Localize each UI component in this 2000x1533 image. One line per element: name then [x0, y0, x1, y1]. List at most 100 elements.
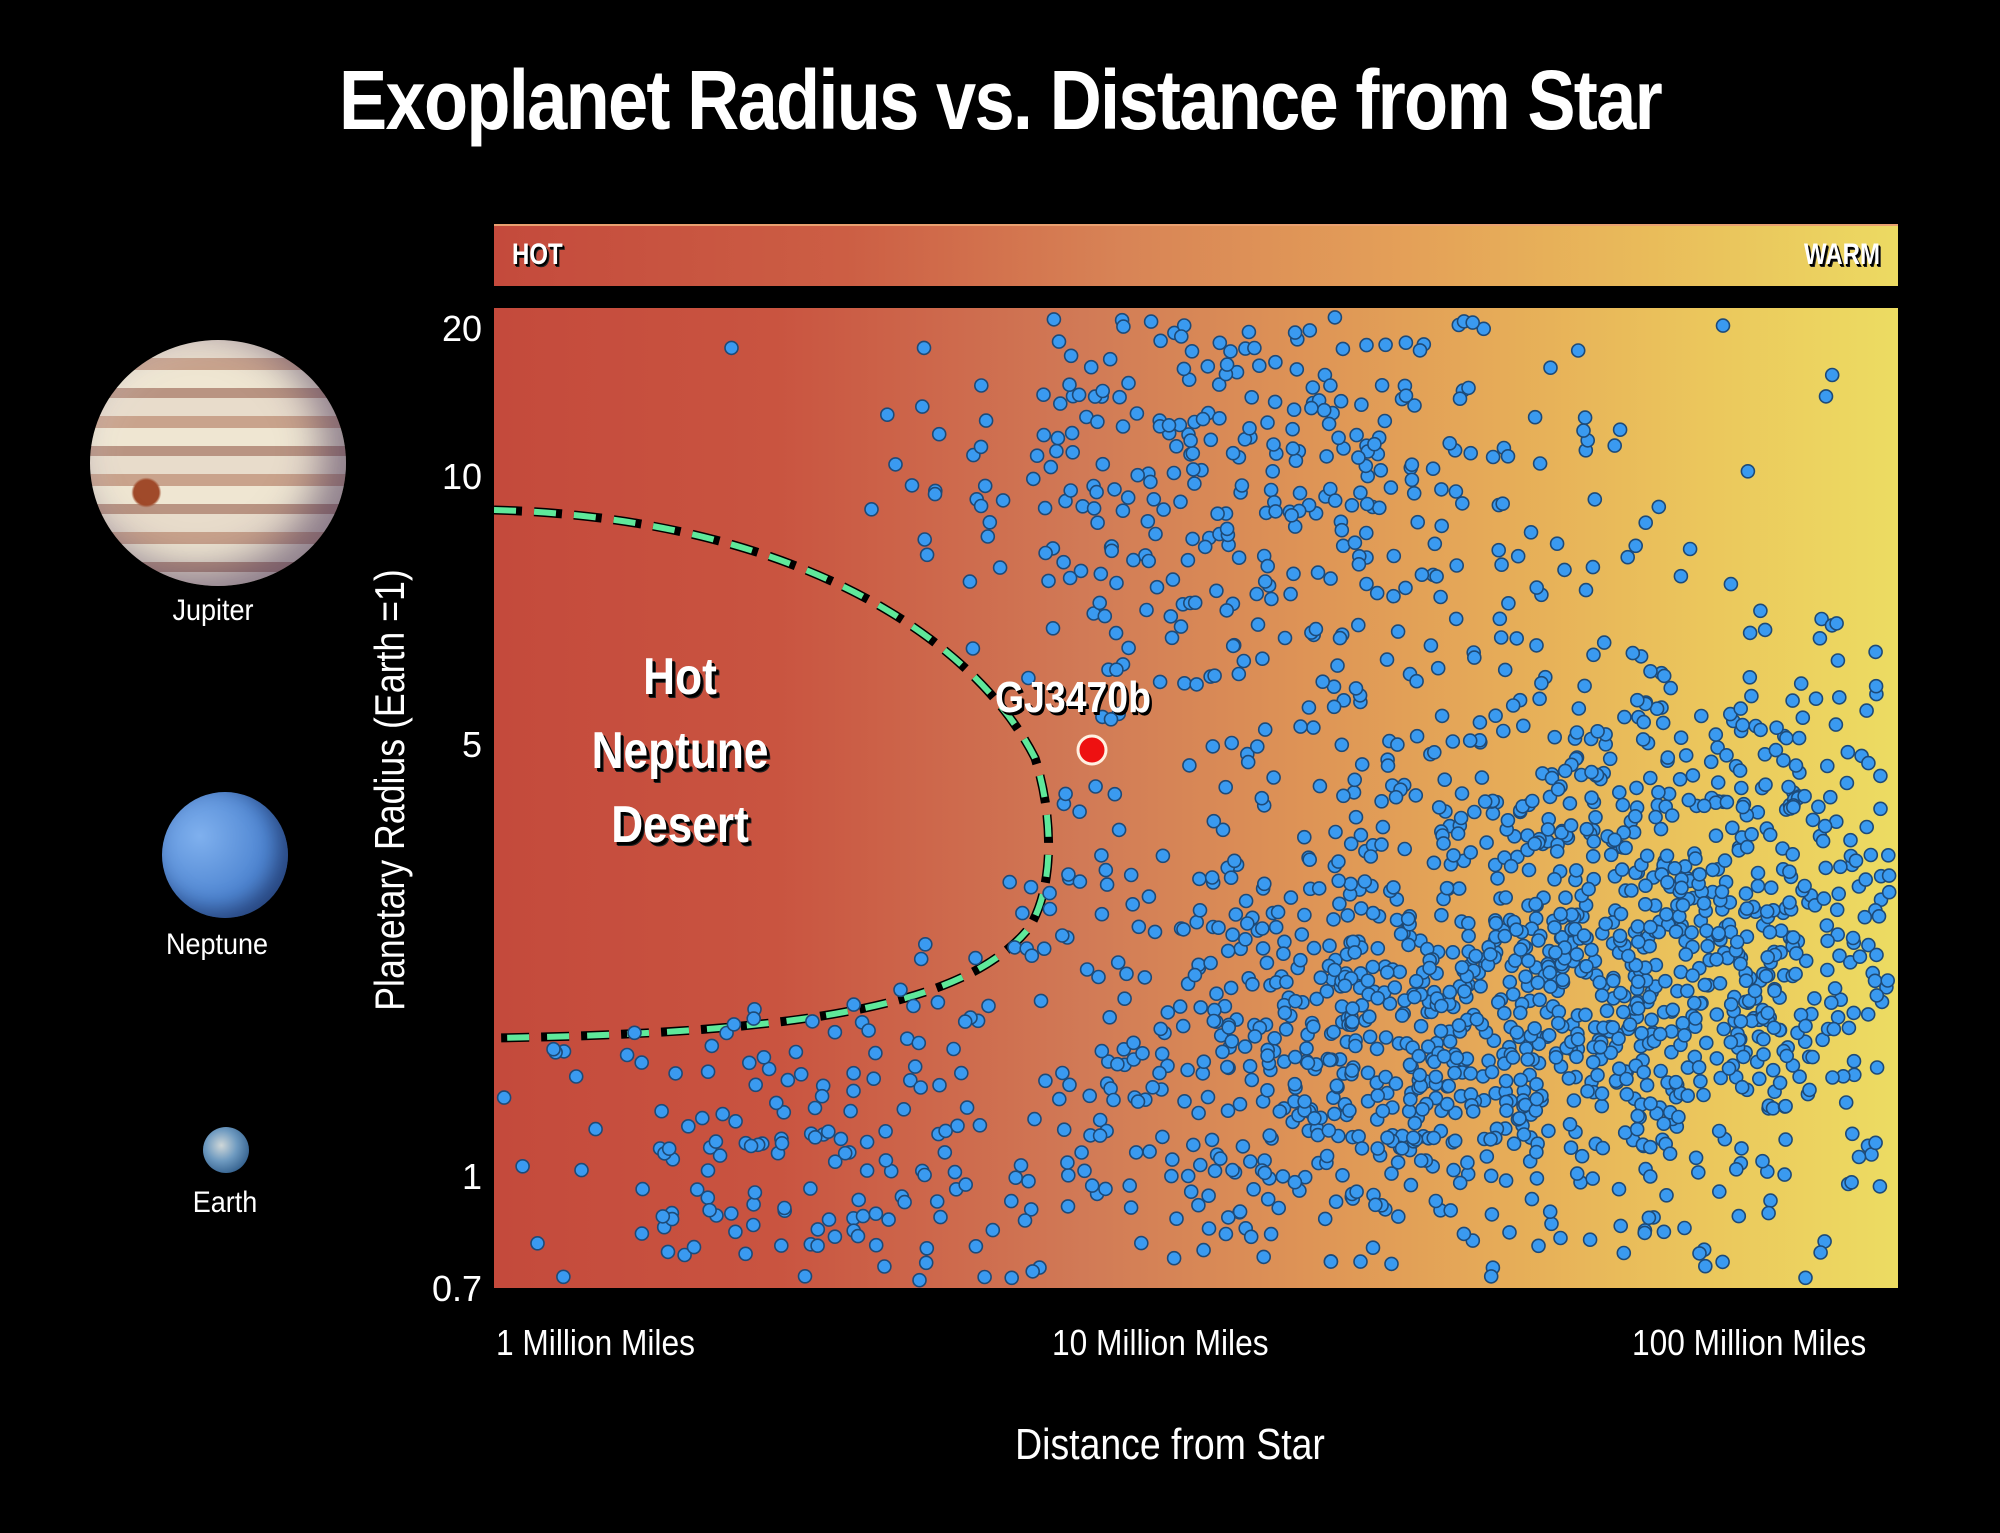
exoplanet-point: [715, 1106, 730, 1122]
exoplanet-point: [1586, 834, 1602, 849]
exoplanet-point: [1531, 933, 1546, 948]
exoplanet-point: [1189, 914, 1205, 930]
exoplanet-point: [1147, 924, 1163, 940]
exoplanet-point: [1814, 611, 1829, 627]
exoplanet-point: [1405, 1130, 1421, 1146]
exoplanet-point: [946, 1041, 961, 1057]
exoplanet-point: [1490, 994, 1506, 1010]
exoplanet-point: [1350, 617, 1366, 633]
exoplanet-point: [1177, 675, 1192, 691]
exoplanet-point: [1351, 1129, 1366, 1144]
exoplanet-point: [1145, 1079, 1161, 1095]
exoplanet-point: [1495, 496, 1511, 511]
exoplanet-point: [1210, 506, 1225, 521]
exoplanet-point: [1287, 1076, 1303, 1092]
exoplanet-point: [1527, 836, 1542, 852]
exoplanet-point: [1840, 744, 1856, 760]
exoplanet-point: [1176, 922, 1191, 937]
exoplanet-point: [1634, 1025, 1649, 1041]
exoplanet-point: [850, 1228, 866, 1244]
exoplanet-point: [1711, 1123, 1727, 1139]
exoplanet-point: [1262, 1128, 1278, 1143]
exoplanet-point: [1643, 1096, 1658, 1111]
exoplanet-point: [1832, 690, 1847, 705]
exoplanet-point: [1184, 343, 1200, 359]
exoplanet-point: [1805, 1049, 1820, 1065]
exoplanet-point: [1098, 862, 1114, 878]
exoplanet-point: [1021, 1173, 1036, 1189]
exoplanet-point: [1841, 1020, 1857, 1036]
exoplanet-point: [1750, 878, 1766, 894]
exoplanet-point: [1460, 1155, 1475, 1170]
exoplanet-point: [1328, 824, 1343, 840]
exoplanet-point: [1327, 962, 1342, 978]
exoplanet-point: [1225, 927, 1240, 943]
exoplanet-point: [1368, 1197, 1383, 1213]
exoplanet-point: [1851, 1149, 1867, 1165]
exoplanet-point: [1123, 867, 1139, 883]
exoplanet-point: [1301, 700, 1317, 715]
exoplanet-point: [1477, 794, 1493, 809]
exoplanet-point: [1189, 677, 1204, 692]
y-tick-20: 20: [441, 308, 482, 349]
exoplanet-point: [1456, 1226, 1472, 1242]
exoplanet-point: [1483, 1269, 1499, 1284]
exoplanet-point: [1778, 1132, 1793, 1147]
exoplanet-point: [1235, 1139, 1251, 1154]
exoplanet-point: [1038, 1073, 1053, 1089]
exoplanet-point: [1723, 997, 1739, 1012]
exoplanet-point: [1696, 1087, 1711, 1103]
exoplanet-point: [1527, 1021, 1542, 1036]
exoplanet-point: [1828, 717, 1844, 732]
exoplanet-point: [1121, 375, 1136, 391]
exoplanet-point: [1798, 1018, 1813, 1034]
exoplanet-point: [1061, 867, 1076, 882]
exoplanet-point: [1353, 827, 1369, 843]
exoplanet-point: [1357, 874, 1373, 889]
exoplanet-point: [1547, 920, 1562, 935]
exoplanet-point: [1064, 425, 1080, 441]
exoplanet-point: [1374, 378, 1390, 393]
exoplanet-point: [1818, 389, 1834, 404]
exoplanet-point: [496, 1090, 512, 1105]
exoplanet-point: [1297, 907, 1312, 923]
exoplanet-point: [702, 1202, 717, 1218]
exoplanet-point: [1331, 430, 1346, 446]
exoplanet-point: [1638, 515, 1653, 530]
exoplanet-point: [1462, 733, 1478, 748]
exoplanet-point: [1058, 786, 1073, 802]
exoplanet-point: [1805, 812, 1821, 828]
exoplanet-point: [1612, 785, 1627, 800]
exoplanet-point: [833, 1131, 849, 1147]
exoplanet-point: [1639, 1077, 1655, 1093]
exoplanet-point: [1620, 549, 1635, 565]
exoplanet-point: [929, 1194, 945, 1209]
exoplanet-point: [1268, 919, 1284, 935]
exoplanet-point: [1152, 674, 1168, 690]
exoplanet-point: [756, 1049, 772, 1065]
exoplanet-point: [1196, 1242, 1211, 1258]
exoplanet-point: [1414, 567, 1430, 583]
exoplanet-point: [1180, 1062, 1195, 1078]
exoplanet-point: [1191, 1197, 1206, 1213]
exoplanet-point: [1596, 635, 1612, 650]
exoplanet-point: [1488, 915, 1504, 931]
exoplanet-point: [1659, 1187, 1674, 1203]
exoplanet-point: [1390, 737, 1405, 752]
exoplanet-point: [1079, 962, 1095, 977]
exoplanet-point: [1688, 851, 1703, 866]
exoplanet-point: [814, 1088, 830, 1104]
exoplanet-point: [1102, 351, 1118, 367]
gj3470b-point[interactable]: [1076, 734, 1108, 766]
exoplanet-points: [496, 310, 1897, 1288]
exoplanet-point: [1359, 496, 1375, 512]
exoplanet-point: [1336, 788, 1351, 804]
exoplanet-point: [1820, 962, 1835, 978]
exoplanet-point: [1665, 1002, 1680, 1018]
exoplanet-point: [1873, 801, 1888, 817]
exoplanet-point: [1200, 1089, 1216, 1105]
exoplanet-point: [837, 1145, 853, 1161]
exoplanet-point: [978, 413, 994, 428]
exoplanet-point: [1543, 979, 1558, 994]
exoplanet-point: [947, 1164, 963, 1180]
